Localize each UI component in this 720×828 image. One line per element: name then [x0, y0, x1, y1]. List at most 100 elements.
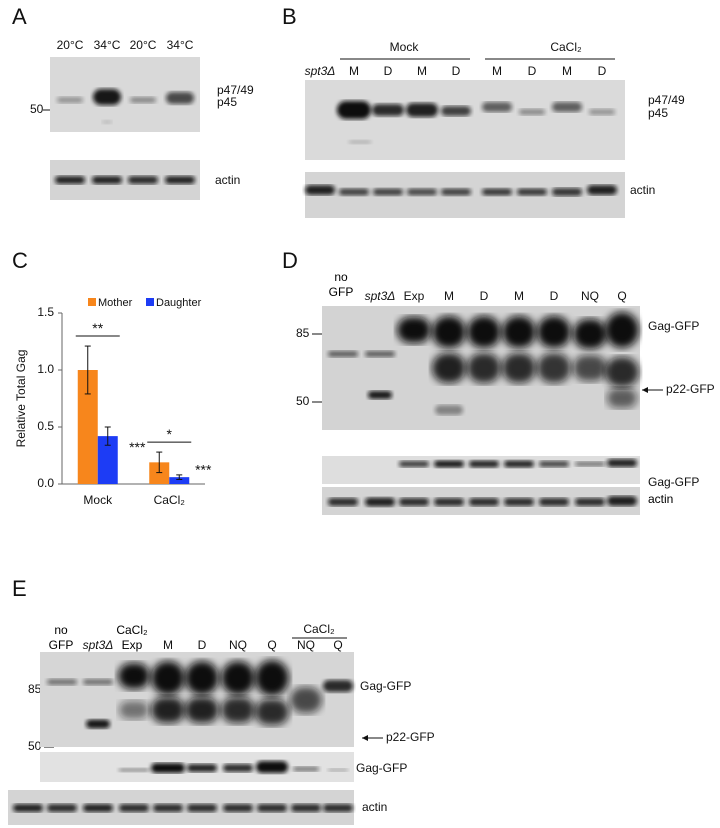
band	[185, 661, 219, 695]
blot	[322, 306, 640, 430]
legend-label: Daughter	[156, 297, 202, 309]
band	[482, 102, 512, 112]
band	[151, 697, 185, 723]
loading-label: actin	[362, 800, 387, 814]
band	[441, 106, 471, 116]
band	[293, 766, 319, 772]
band	[47, 679, 77, 685]
group-label: CaCl₂	[303, 622, 335, 636]
band	[368, 391, 392, 399]
lane-label: CaCl₂ Exp	[116, 623, 148, 652]
band	[130, 97, 156, 103]
lane-label: D	[550, 289, 559, 303]
band	[607, 496, 637, 506]
lane-label: D	[480, 289, 489, 303]
band	[467, 316, 501, 348]
legend-label: Mother	[98, 297, 133, 309]
band	[118, 663, 150, 689]
band	[255, 660, 289, 696]
band-label: p47/49	[648, 93, 685, 107]
band	[537, 353, 571, 383]
lane-label: 34°C	[167, 38, 194, 52]
lane-label: no GFP	[328, 270, 354, 299]
band	[467, 353, 501, 383]
lane-label: Q	[617, 289, 626, 303]
band	[187, 804, 217, 812]
blot	[322, 456, 640, 484]
band-group	[399, 459, 637, 468]
error-bar	[84, 345, 91, 395]
band	[151, 661, 185, 695]
band	[86, 719, 110, 729]
bar	[169, 477, 190, 484]
band	[605, 312, 639, 348]
annotation: ***	[195, 462, 212, 478]
band	[257, 804, 287, 812]
band	[372, 104, 404, 116]
blot	[50, 57, 200, 132]
lane-label: M	[562, 64, 572, 78]
loading-label: actin	[648, 492, 674, 506]
error-bar	[176, 474, 183, 480]
band	[223, 804, 253, 812]
lane-label: spt3Δ	[365, 289, 396, 303]
lane-label: M	[492, 64, 502, 78]
band	[573, 319, 607, 349]
lane-label: NQ	[229, 638, 247, 652]
band	[469, 460, 499, 468]
size-marker: 50	[296, 394, 310, 408]
annotation: **	[92, 320, 103, 336]
lane-label: 34°C	[94, 38, 121, 52]
band	[187, 764, 217, 772]
blot-membrane	[305, 80, 625, 160]
band	[255, 699, 289, 725]
band-label: p22-GFP	[386, 730, 435, 744]
band	[57, 97, 83, 103]
band-group	[305, 185, 617, 196]
band	[552, 102, 582, 112]
band	[502, 316, 536, 348]
band	[166, 92, 194, 104]
blot	[8, 790, 354, 825]
band	[221, 661, 255, 695]
lane-label: D	[528, 64, 537, 78]
y-axis-label: Relative Total Gag	[14, 350, 28, 448]
band-label: p47/49	[217, 83, 254, 97]
error-bar	[104, 426, 111, 446]
band	[151, 763, 185, 773]
band	[93, 89, 121, 105]
band	[102, 120, 112, 124]
lane-label: M	[444, 289, 454, 303]
lane-label: D	[598, 64, 607, 78]
lane-label: 20°C	[57, 38, 84, 52]
size-marker: 85	[296, 326, 310, 340]
band	[83, 679, 113, 685]
size-marker: 50	[28, 739, 42, 753]
band	[435, 405, 463, 415]
band	[587, 185, 617, 195]
band	[153, 804, 183, 812]
lane-label: M	[349, 64, 359, 78]
band	[432, 316, 466, 348]
band	[337, 101, 371, 119]
arrow-head	[362, 735, 368, 741]
panel-letter: A	[12, 4, 27, 29]
band-label: p45	[217, 95, 237, 109]
band	[469, 498, 499, 506]
band	[517, 188, 547, 196]
band	[83, 804, 113, 812]
band-label: p22-GFP	[666, 382, 715, 396]
band-group	[328, 312, 639, 415]
band	[607, 459, 637, 467]
bar	[97, 436, 118, 484]
band-group	[328, 496, 637, 507]
band	[13, 804, 43, 812]
band	[223, 764, 253, 772]
error-bar	[156, 451, 163, 474]
lane-label: M	[163, 638, 173, 652]
band-label: Gag-GFP	[356, 761, 407, 775]
band	[291, 804, 321, 812]
blot	[40, 752, 354, 782]
y-tick-label: 1.5	[37, 305, 54, 319]
